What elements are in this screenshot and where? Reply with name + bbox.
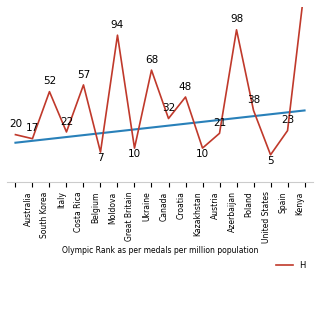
Text: 7: 7 [97,153,104,163]
Text: 10: 10 [128,149,141,159]
Text: 98: 98 [230,14,243,24]
Text: 52: 52 [43,76,56,86]
Text: 68: 68 [145,55,158,65]
Text: 20: 20 [9,119,22,129]
Legend: H: H [273,258,309,274]
Text: 5: 5 [267,156,274,165]
Text: 21: 21 [213,118,226,128]
Text: 23: 23 [281,115,294,125]
Text: 48: 48 [179,82,192,92]
Text: 57: 57 [77,69,90,80]
Text: 10: 10 [196,149,209,159]
Text: 38: 38 [247,95,260,105]
Text: 32: 32 [162,103,175,113]
Text: 22: 22 [60,116,73,127]
X-axis label: Olympic Rank as per medals per million population: Olympic Rank as per medals per million p… [62,246,258,255]
Text: 17: 17 [26,123,39,133]
Text: 94: 94 [111,20,124,30]
